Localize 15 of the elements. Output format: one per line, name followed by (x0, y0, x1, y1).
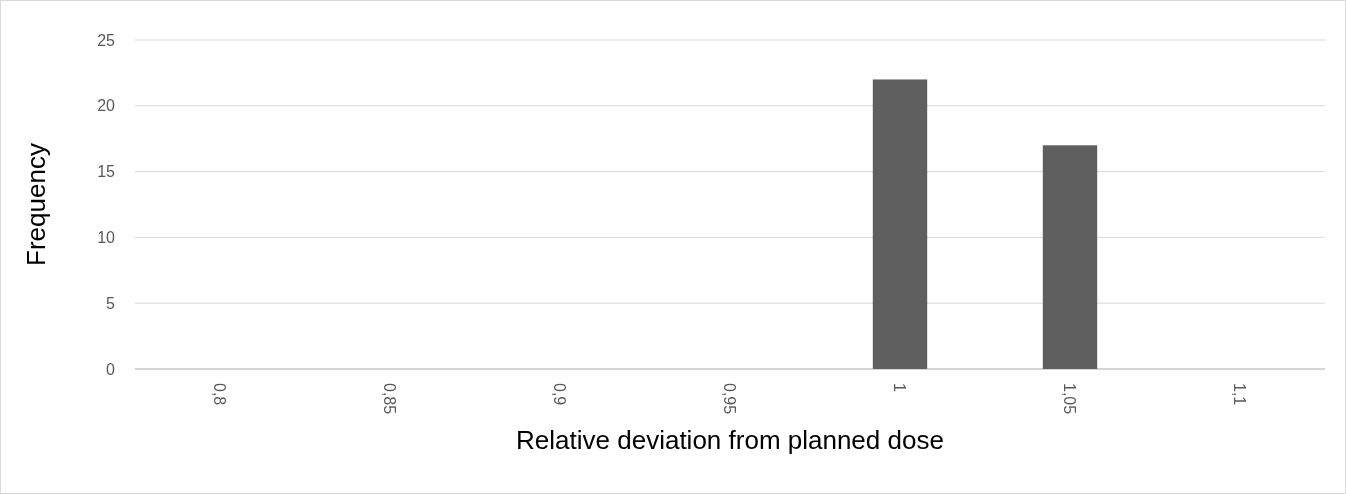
x-tick-label: 0,95 (721, 383, 739, 415)
y-tick-label: 10 (97, 229, 116, 246)
x-axis-title: Relative deviation from planned dose (516, 425, 944, 455)
x-tick-label: 0,9 (551, 383, 569, 406)
x-tick-label: 0,85 (381, 383, 399, 415)
x-tick-label: 1,05 (1061, 383, 1079, 415)
y-tick-label: 5 (106, 294, 116, 312)
x-tick-label: 1 (891, 383, 909, 392)
y-tick-label: 15 (97, 163, 116, 181)
y-tick-label: 20 (97, 97, 116, 115)
x-tick-label: 1,1 (1231, 383, 1249, 406)
y-tick-label: 0 (106, 360, 116, 378)
y-axis-title: Frequency (21, 143, 51, 266)
y-tick-label: 25 (97, 31, 116, 49)
x-tick-label: 0,8 (211, 383, 229, 406)
